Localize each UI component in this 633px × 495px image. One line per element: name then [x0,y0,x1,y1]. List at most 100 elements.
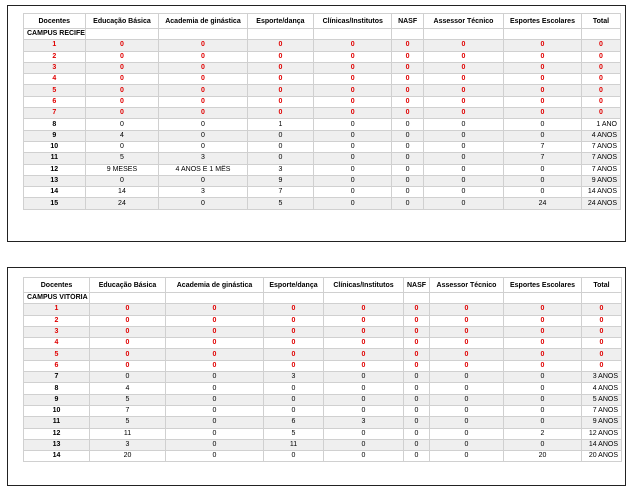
value-cell: 0 [165,314,264,327]
empty-cell [84,27,160,41]
value-cell: 0 [581,314,622,327]
value-cell: 9 MESES [84,163,160,176]
value-cell: 14 ANOS [581,438,622,452]
docente-number-cell: 4 [23,337,90,350]
value-cell: 0 [323,371,404,384]
value-cell: 7 [246,186,315,199]
value-cell: 0 [423,107,504,120]
value-cell: 0 [391,174,424,188]
empty-cell [580,27,622,41]
value-cell: 0 [323,325,404,339]
value-cell: 0 [503,438,582,452]
empty-cell [89,291,166,305]
value-cell: 0 [84,118,160,131]
value-cell: 0 [158,73,248,86]
value-cell: 0 [423,163,504,176]
value-cell: 0 [158,107,248,120]
value-cell: 4 ANOS [580,129,622,142]
value-cell: 0 [84,95,160,109]
value-cell: 0 [313,84,393,97]
value-cell: 4 ANOS [581,382,622,395]
docente-number-cell: 3 [23,325,90,339]
column-header: Assessor Técnico [423,13,504,29]
value-cell: 5 ANOS [581,393,622,406]
campus-row: CAMPUS RECIFE [23,27,622,41]
value-cell: 0 [84,174,160,188]
value-cell: 0 [580,95,622,109]
value-cell: 3 ANOS [581,371,622,384]
value-cell: 0 [391,95,424,109]
empty-cell [429,291,504,305]
value-cell: 0 [165,404,264,418]
docente-number-cell: 12 [23,427,90,440]
value-cell: 0 [246,140,315,154]
docente-number-cell: 2 [23,314,90,327]
value-cell: 24 [84,197,160,210]
column-header: Total [581,277,622,293]
value-cell: 0 [423,118,504,131]
docente-number-cell: 4 [23,73,86,86]
value-cell: 0 [313,61,393,75]
docente-number-cell: 13 [23,174,86,188]
value-cell: 0 [423,39,504,52]
value-cell: 0 [503,39,582,52]
value-cell: 0 [158,84,248,97]
value-cell: 0 [246,152,315,165]
value-cell: 0 [391,197,424,210]
value-cell: 0 [84,84,160,97]
value-cell: 0 [503,174,582,188]
value-cell: 0 [580,107,622,120]
value-cell: 0 [323,359,404,373]
column-header: Esportes Escolares [503,277,582,293]
value-cell: 0 [503,73,582,86]
value-cell: 0 [263,450,324,463]
value-cell: 0 [503,118,582,131]
value-cell: 0 [323,348,404,361]
value-cell: 7 ANOS [581,404,622,418]
value-cell: 0 [391,39,424,52]
docente-number-cell: 5 [23,84,86,97]
value-cell: 0 [429,450,504,463]
value-cell: 0 [165,438,264,452]
value-cell: 0 [391,118,424,131]
value-cell: 0 [246,95,315,109]
value-cell: 0 [423,140,504,154]
docente-number-cell: 5 [23,348,90,361]
value-cell: 7 ANOS [580,163,622,176]
empty-cell [313,27,393,41]
column-header: Esporte/dança [246,13,315,29]
value-cell: 0 [323,393,404,406]
docente-number-cell: 2 [23,50,86,63]
table-row: 14 20 0 0 0 0 0 20 20 ANOS [23,450,622,463]
empty-cell [323,291,404,305]
column-header: Docentes [23,277,90,293]
value-cell: 9 ANOS [581,416,622,429]
column-header: Academia de ginástica [158,13,248,29]
value-cell: 0 [429,371,504,384]
value-cell: 0 [84,107,160,120]
value-cell: 20 ANOS [581,450,622,463]
value-cell: 0 [403,337,430,350]
empty-cell [246,27,315,41]
value-cell: 0 [89,314,166,327]
column-header: Esportes Escolares [503,13,582,29]
docente-number-cell: 7 [23,371,90,384]
column-header: Clínicas/Institutos [313,13,393,29]
value-cell: 0 [429,303,504,316]
value-cell: 11 [263,438,324,452]
value-cell: 0 [165,359,264,373]
empty-cell [503,291,582,305]
value-cell: 0 [403,303,430,316]
value-cell: 0 [89,337,166,350]
value-cell: 0 [423,73,504,86]
value-cell: 0 [503,393,582,406]
value-cell: 0 [429,359,504,373]
table-row: 11 5 3 0 0 0 0 7 7 ANOS [23,152,622,165]
docente-number-cell: 11 [23,416,90,429]
value-cell: 0 [423,61,504,75]
value-cell: 0 [503,129,582,142]
column-header: Total [580,13,622,29]
table-row: 14 14 3 7 0 0 0 0 14 ANOS [23,186,622,199]
